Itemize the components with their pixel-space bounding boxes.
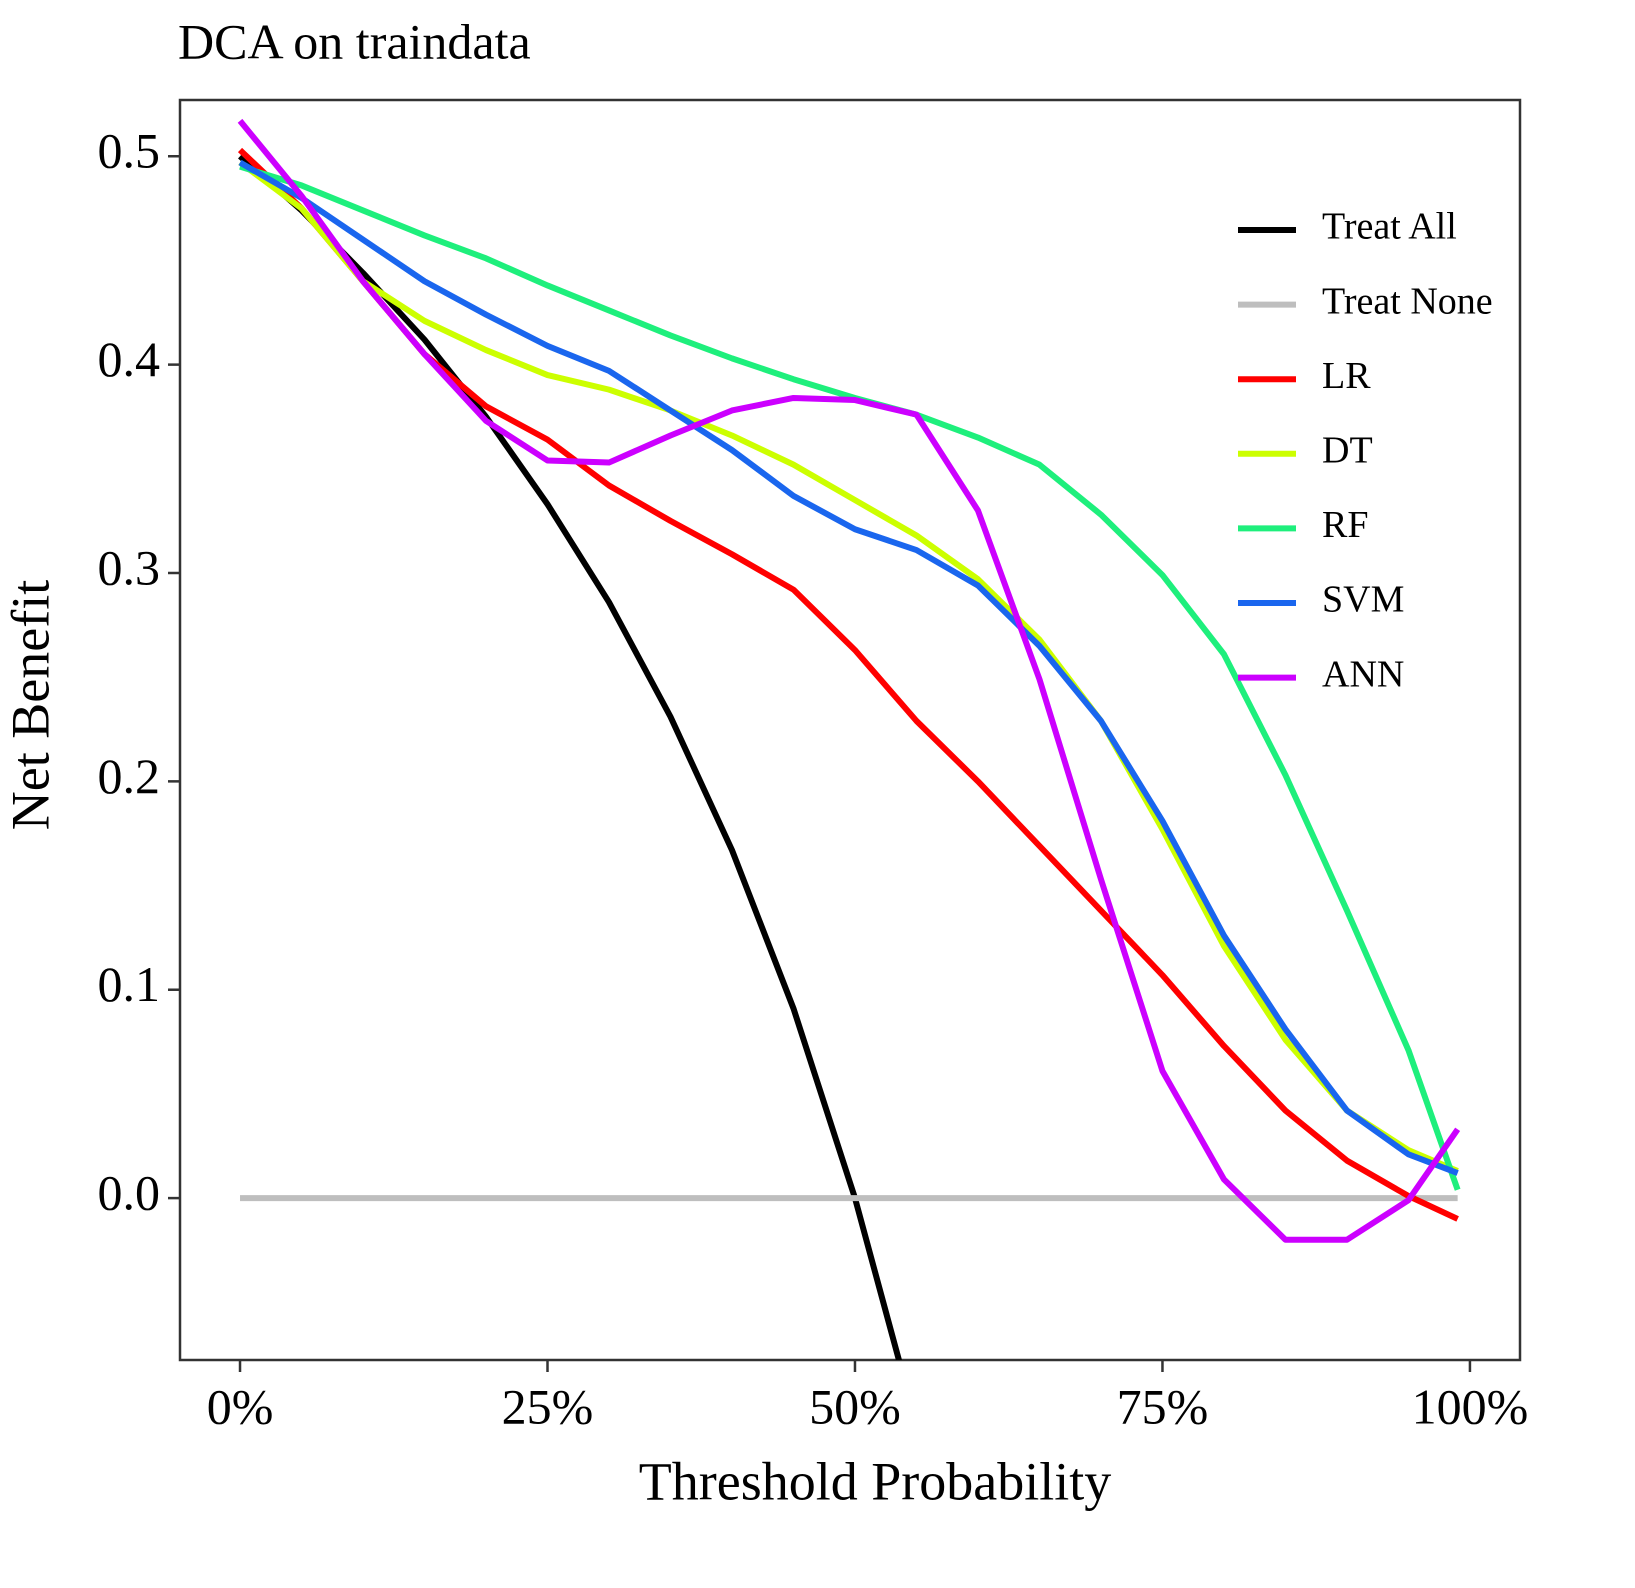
x-tick-label: 100%: [1412, 1378, 1529, 1434]
legend-label: SVM: [1322, 579, 1404, 621]
x-tick-label: 0%: [207, 1378, 274, 1434]
x-tick-label: 25%: [502, 1378, 594, 1434]
legend-label: ANN: [1322, 653, 1404, 695]
series-line: [238, 159, 1459, 1176]
series-line: [237, 118, 1461, 1243]
x-tick-label: 50%: [809, 1378, 901, 1434]
plot-frame: [178, 98, 1522, 1362]
legend-label: Treat None: [1322, 280, 1493, 322]
plot-area: [237, 118, 1461, 1360]
series-line: [238, 160, 1459, 1174]
legend-label: DT: [1322, 430, 1373, 472]
legend-label: LR: [1322, 355, 1371, 397]
legend-label: RF: [1322, 504, 1368, 546]
series-line: [237, 147, 1459, 1222]
chart-title: DCA on traindata: [178, 13, 531, 69]
y-tick-label: 0.2: [98, 748, 161, 804]
x-tick-label: 75%: [1117, 1378, 1209, 1434]
y-tick-label: 0.0: [98, 1165, 161, 1221]
y-tick-label: 0.4: [98, 331, 161, 387]
y-tick-label: 0.1: [98, 956, 161, 1012]
x-axis-title: Threshold Probability: [639, 1451, 1111, 1511]
y-axis-title: Net Benefit: [0, 580, 60, 830]
y-tick-label: 0.3: [98, 539, 161, 595]
y-tick-label: 0.5: [98, 123, 161, 179]
legend-label: Treat All: [1322, 206, 1457, 248]
